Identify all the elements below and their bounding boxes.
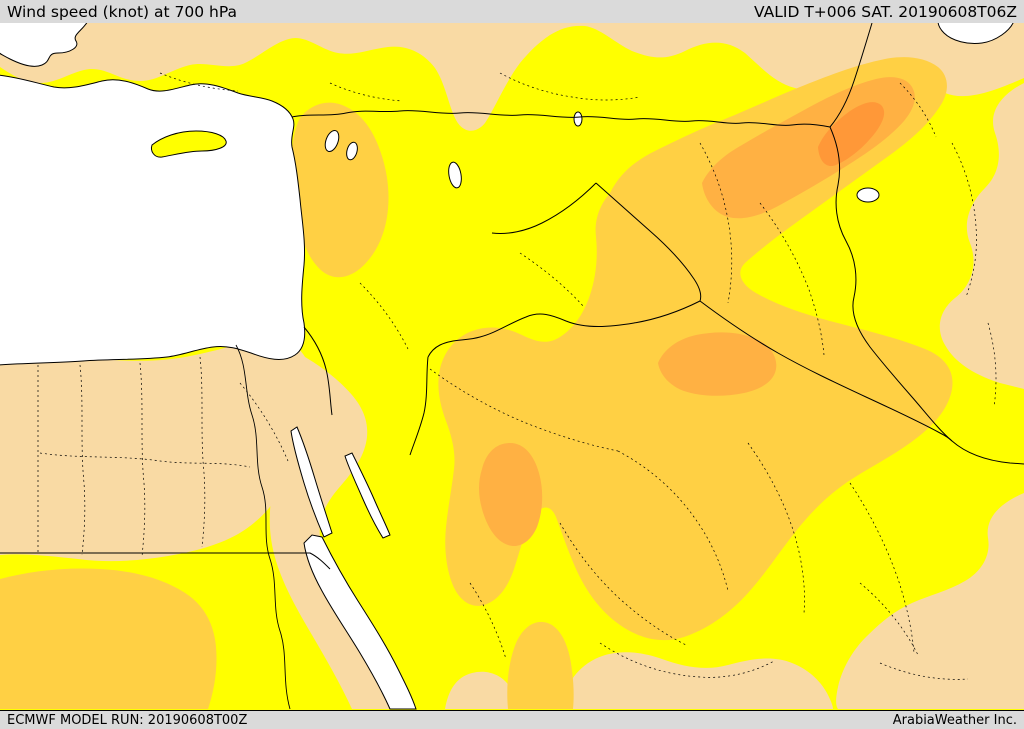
wind-contour-anatolia-blob — [291, 102, 389, 278]
aegean-sea-corner — [0, 23, 88, 67]
nile-river — [235, 344, 291, 710]
border-syria-iraq — [595, 182, 702, 302]
border-turkey-ne — [829, 23, 873, 128]
tan-wind-layer — [0, 23, 1024, 709]
weather-map — [0, 23, 1024, 710]
caspian-sea-corner — [937, 23, 1014, 44]
valid-time-label: VALID T+006 SAT. 20190608T06Z — [754, 2, 1017, 21]
deep-orange-wind-layer — [818, 102, 885, 167]
gulf-of-suez — [290, 426, 333, 538]
red-sea — [303, 534, 417, 710]
small-lake — [573, 111, 583, 127]
wind-contour-bottom-center — [560, 652, 833, 709]
model-run-label: ECMWF MODEL RUN: 20190608T00Z — [7, 712, 248, 728]
map-title: Wind speed (knot) at 700 hPa — [7, 2, 238, 21]
lake-egirdir — [324, 129, 340, 153]
border-turkey-south — [291, 110, 831, 128]
wind-contour-nw-saudi-blob — [479, 443, 543, 547]
wind-contour-turkey-top — [0, 23, 1024, 131]
mediterranean-sea — [0, 74, 306, 366]
border-saudi-iraq — [699, 300, 953, 442]
wind-contour-bottom-right — [836, 493, 1024, 709]
border-syria-jordan — [491, 182, 597, 234]
brand-label: ArabiaWeather Inc. — [892, 712, 1017, 728]
wind-contour-egypt — [0, 338, 309, 562]
border-jordan-saudi — [427, 300, 701, 358]
lake-van — [856, 187, 880, 203]
wind-contour-band-core — [818, 102, 885, 167]
wind-contour-bottom-small — [445, 671, 518, 709]
lake-tuz — [448, 161, 462, 189]
footer-bar: ECMWF MODEL RUN: 20190608T00Z ArabiaWeat… — [0, 710, 1024, 729]
gulf-of-aqaba — [344, 452, 391, 539]
wind-contour-sinai-redsea — [269, 357, 414, 709]
wind-contour-right-band — [939, 83, 1024, 389]
map-canvas — [0, 23, 1024, 710]
lake-beysehir — [346, 141, 358, 161]
border-israel-jordan — [303, 326, 333, 416]
sea-layer — [0, 23, 1014, 710]
country-borders — [0, 23, 1024, 710]
border-egypt-sudan — [0, 552, 331, 570]
cyprus-island — [151, 130, 227, 158]
header-bar: Wind speed (knot) at 700 hPa VALID T+006… — [0, 0, 1024, 23]
wind-contour-bottom-center-blob — [507, 621, 574, 709]
wind-contour-central-iraq-blob — [658, 332, 777, 396]
admin-borders — [37, 72, 997, 680]
wind-contour-bottom-left-blob — [0, 568, 217, 709]
border-jordan-west — [409, 356, 429, 456]
